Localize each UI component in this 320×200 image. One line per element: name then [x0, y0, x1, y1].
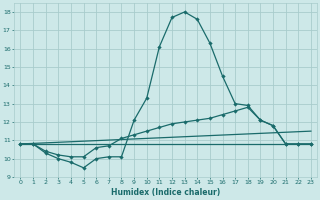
X-axis label: Humidex (Indice chaleur): Humidex (Indice chaleur): [111, 188, 220, 197]
